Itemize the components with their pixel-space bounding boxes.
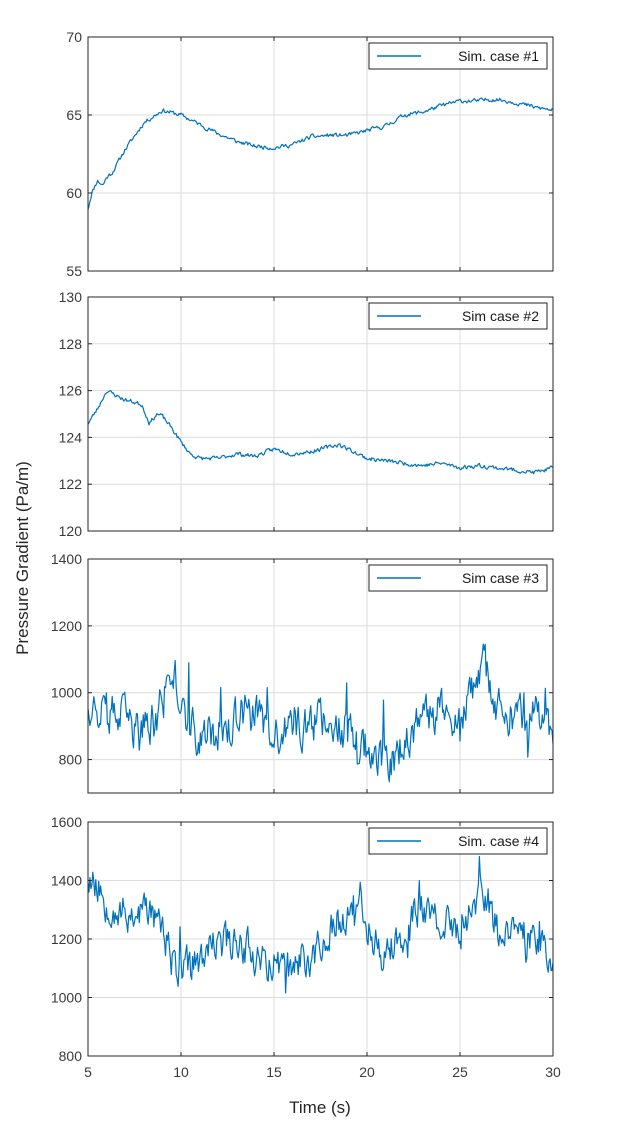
x-tick-label: 5 — [84, 1064, 92, 1080]
subplot-1: 55 60 65 70 Sim. case #1 — [66, 29, 554, 279]
y-tick-label: 1600 — [51, 814, 82, 830]
y-tick-label: 55 — [66, 263, 82, 279]
y-tick-label: 120 — [59, 523, 83, 539]
y-tick-label: 126 — [59, 383, 83, 399]
y-tick-label: 124 — [59, 429, 83, 445]
y-tick-label: 800 — [59, 1048, 83, 1064]
series-line — [87, 643, 554, 783]
y-tick-label: 70 — [66, 29, 82, 45]
y-tick-label: 122 — [59, 476, 83, 492]
x-tick-label: 10 — [173, 1064, 189, 1080]
y-tick-label: 1400 — [51, 873, 82, 889]
subplot-2: 120 122 124 126 128 130 Sim case #2 — [59, 289, 554, 539]
axes-box — [87, 36, 554, 272]
y-tick-label: 800 — [59, 752, 83, 768]
y-tick-label: 1000 — [51, 990, 82, 1006]
x-tick-label: 30 — [545, 1064, 561, 1080]
y-tick-label: 128 — [59, 336, 83, 352]
legend: Sim case #3 — [368, 564, 548, 592]
series-line — [87, 855, 554, 994]
series-line — [87, 97, 554, 210]
x-tick-label: 20 — [359, 1064, 375, 1080]
x-tick-label: 15 — [266, 1064, 282, 1080]
legend-label: Sim. case #1 — [458, 48, 539, 64]
subplot-3: 800 1000 1200 1400 Sim case #3 — [51, 551, 554, 794]
x-axis-label: Time (s) — [289, 1098, 351, 1117]
x-tick-label: 25 — [452, 1064, 468, 1080]
legend-label: Sim case #2 — [462, 308, 539, 324]
legend-label: Sim. case #4 — [458, 833, 539, 849]
y-tick-label: 65 — [66, 107, 82, 123]
series-line — [87, 390, 554, 475]
y-tick-label: 1400 — [51, 551, 82, 567]
y-tick-label: 130 — [59, 289, 83, 305]
y-axis-label: Pressure Gradient (Pa/m) — [13, 461, 32, 655]
axes-box — [87, 296, 554, 532]
subplot-4: 800 1000 1200 1400 1600 5 10 15 20 25 30 Sim. case … — [51, 814, 561, 1080]
y-tick-label: 1200 — [51, 931, 82, 947]
y-tick-label: 60 — [66, 185, 82, 201]
legend: Sim. case #1 — [368, 42, 548, 70]
legend-label: Sim case #3 — [462, 570, 539, 586]
y-tick-label: 1000 — [51, 685, 82, 701]
legend: Sim. case #4 — [368, 827, 548, 855]
y-tick-label: 1200 — [51, 618, 82, 634]
subplots: 55 60 65 70 Sim. case #1 120 122 124 126 128 130 Si… — [51, 29, 561, 1080]
legend: Sim case #2 — [368, 302, 548, 330]
axes-box — [87, 558, 554, 794]
